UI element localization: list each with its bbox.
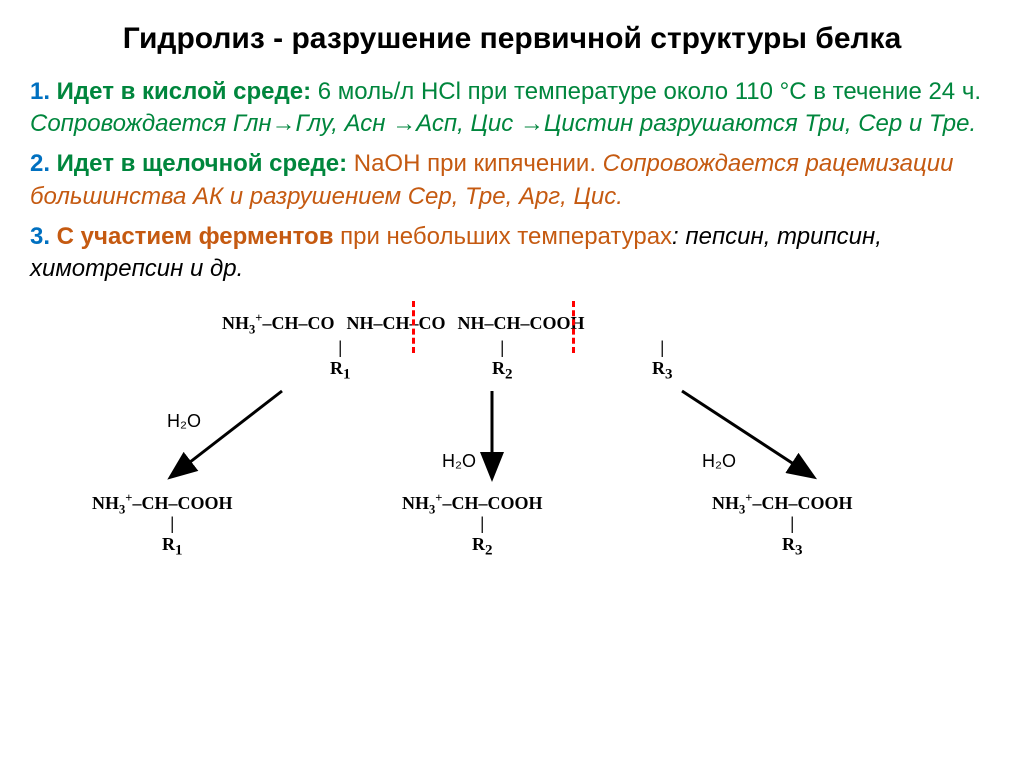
list-item: 2. Идет в щелочной среде: NaOH при кипяч…	[30, 148, 994, 213]
hydrolysis-diagram: NH3+–CH–CONH–CH–CONH–CH–COOH |R1|R2|R3H₂…	[62, 301, 962, 561]
page-title: Гидролиз - разрушение первичной структур…	[30, 20, 994, 58]
item-number: 1.	[30, 78, 50, 105]
item-condition: Идет в щелочной среде:	[50, 150, 347, 177]
product-r-group: |R2	[472, 513, 493, 560]
h2o-label: H₂O	[167, 411, 201, 432]
item-detail: Сопровождается Глн→Глу, Асн →Асп, Цис →Ц…	[30, 110, 976, 137]
product-r-group: |R1	[162, 513, 183, 560]
h2o-label: H₂O	[442, 451, 476, 472]
h2o-label: H₂O	[702, 451, 736, 472]
item-description: NaOH при кипячении.	[347, 150, 596, 177]
conditions-list: 1. Идет в кислой среде: 6 моль/л HCl при…	[30, 76, 994, 286]
item-description: при небольших температурах	[333, 223, 672, 250]
item-number: 3.	[30, 223, 50, 250]
list-item: 3. С участием ферментов при небольших те…	[30, 221, 994, 286]
item-description: 6 моль/л HCl при температуре около 110 °…	[311, 78, 981, 105]
product-r-group: |R3	[782, 513, 803, 560]
item-condition: Идет в кислой среде:	[50, 78, 311, 105]
item-condition: С участием ферментов	[50, 223, 333, 250]
list-item: 1. Идет в кислой среде: 6 моль/л HCl при…	[30, 76, 994, 141]
item-number: 2.	[30, 150, 50, 177]
